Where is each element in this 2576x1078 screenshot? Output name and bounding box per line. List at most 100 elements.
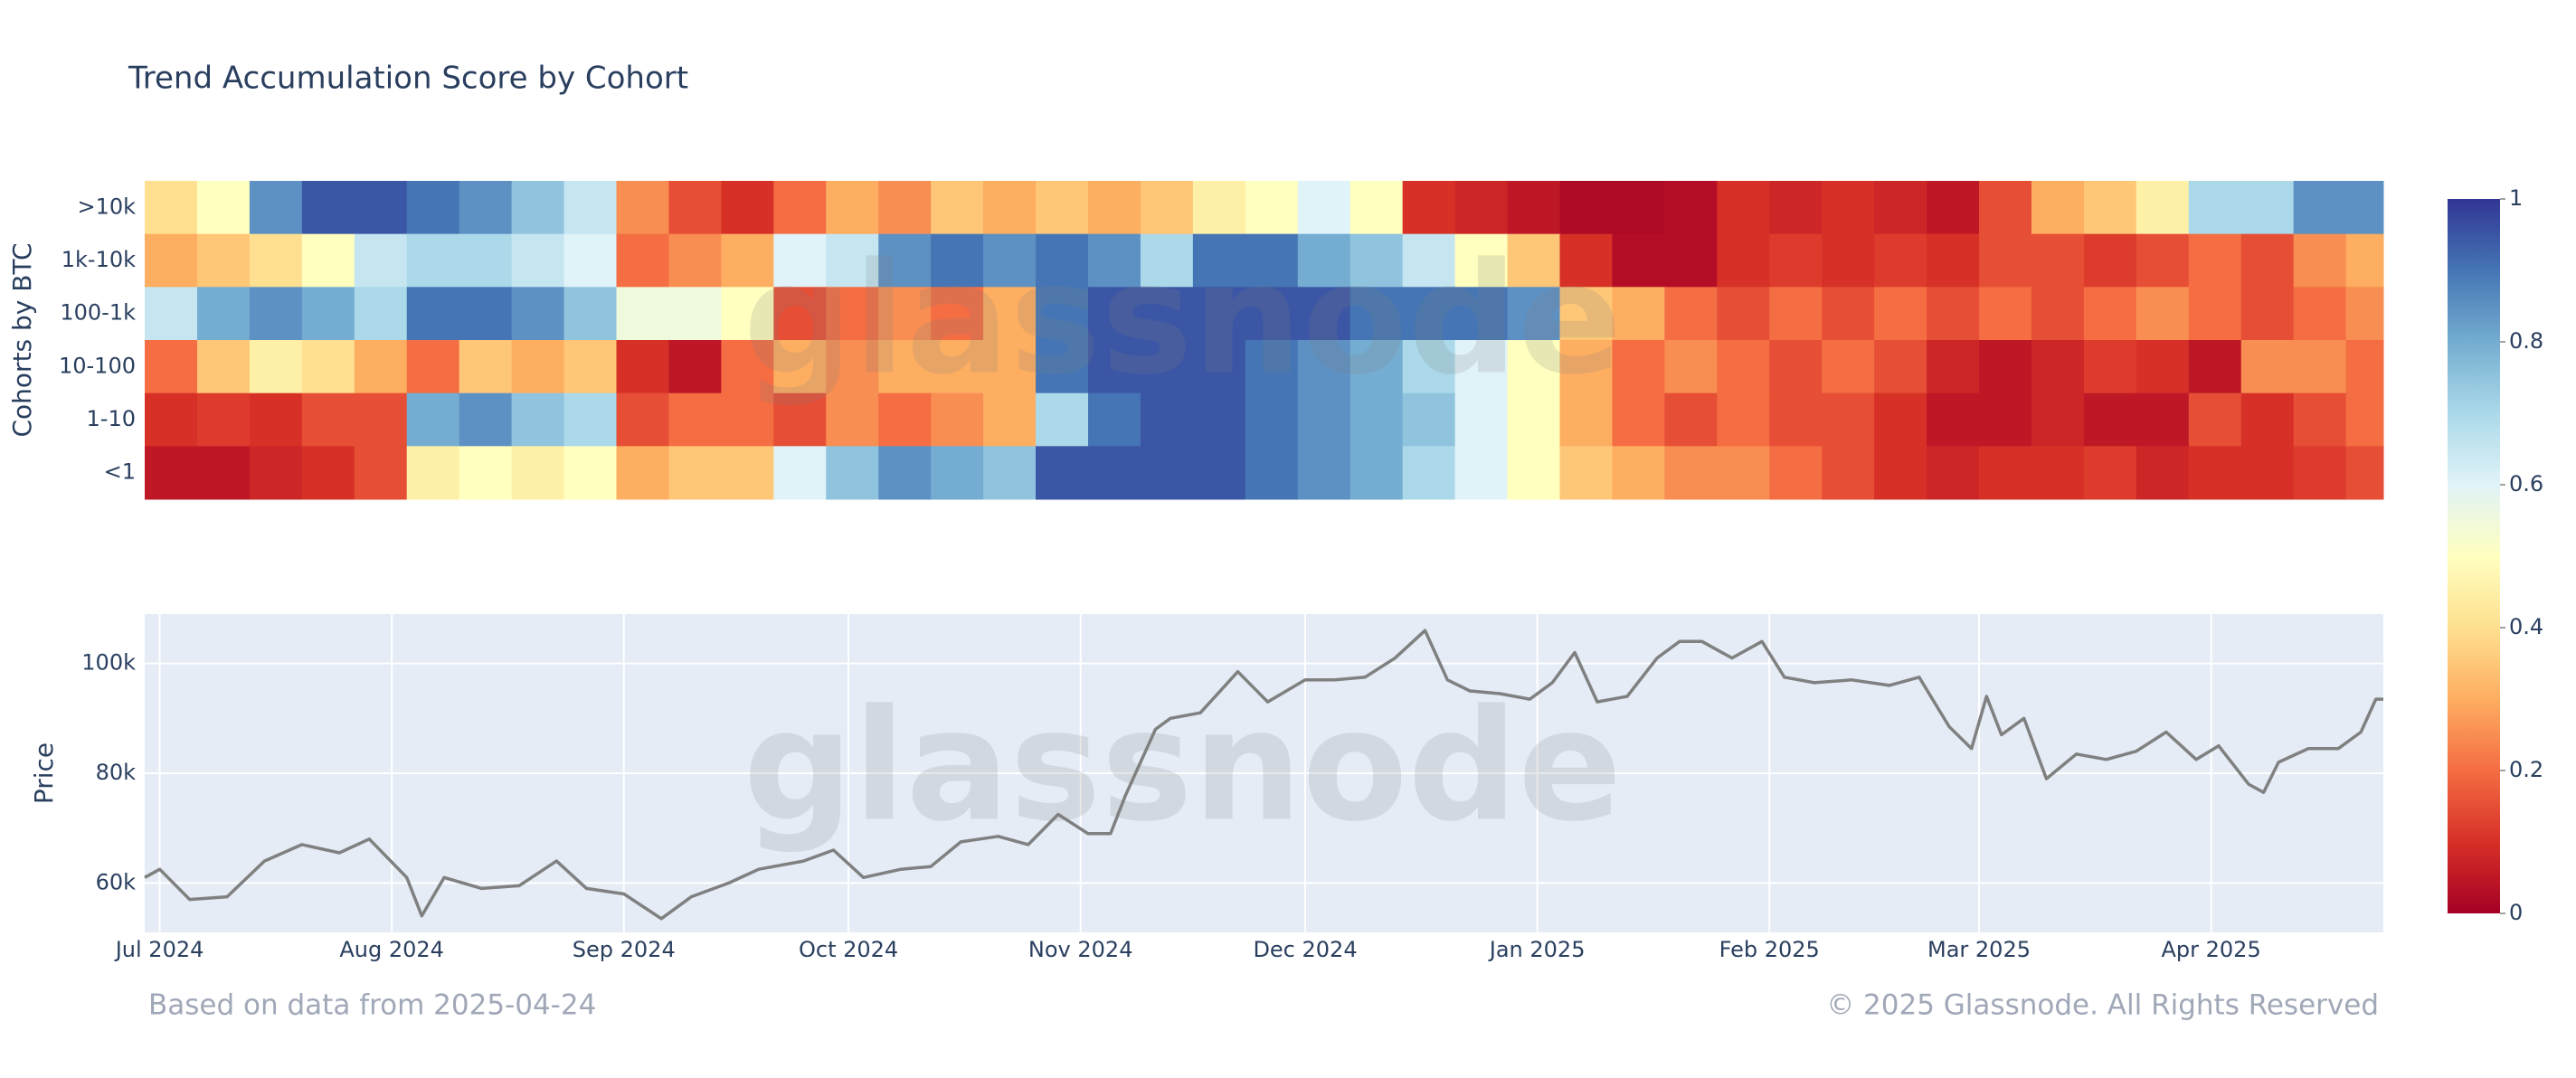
y-tick-label: 1k-10k <box>62 247 136 272</box>
heatmap-cell <box>1822 233 1875 288</box>
heatmap-cell <box>1769 392 1823 447</box>
heatmap-cell <box>1454 181 1509 235</box>
heatmap-cell <box>931 287 984 341</box>
heatmap-cell <box>145 233 198 288</box>
heatmap-cell <box>826 233 879 288</box>
heatmap-cell <box>1822 446 1875 500</box>
heatmap-cell <box>1402 392 1456 447</box>
heatmap-cell <box>931 446 984 500</box>
heatmap-cell <box>196 340 251 394</box>
heatmap-cell <box>1612 340 1665 394</box>
heatmap-cell <box>2345 446 2384 500</box>
heatmap-cell <box>1454 340 1509 394</box>
heatmap-cell <box>2188 287 2242 341</box>
heatmap-cell <box>1297 233 1351 288</box>
x-tick-label: Nov 2024 <box>1028 937 1133 962</box>
colorbar-tick-label: 1 <box>2509 185 2523 211</box>
heatmap-cell <box>511 287 565 341</box>
heatmap-cell <box>1036 446 1089 500</box>
heatmap-cell <box>1979 181 2032 235</box>
x-tick-label: Apr 2025 <box>2161 937 2260 962</box>
heatmap-cell <box>1454 287 1509 341</box>
heatmap-cell <box>616 287 669 341</box>
heatmap-cell <box>511 181 565 235</box>
colorbar-tick-label: 0.6 <box>2509 471 2543 496</box>
heatmap-cell <box>459 446 513 500</box>
heatmap-cell <box>564 287 617 341</box>
heatmap-cell <box>1664 392 1718 447</box>
heatmap-cell <box>406 340 460 394</box>
heatmap-cell <box>459 181 513 235</box>
heatmap-cell <box>354 340 408 394</box>
y-tick-label: 100-1k <box>60 300 136 326</box>
heatmap-cell <box>2136 287 2190 341</box>
heatmap-cell <box>1507 181 1560 235</box>
x-tick-label: Feb 2025 <box>1719 937 1820 962</box>
heatmap-cell <box>1717 181 1770 235</box>
colorbar-tick-label: 0.8 <box>2509 328 2543 354</box>
heatmap-cell <box>2345 181 2384 235</box>
heatmap-cell <box>2031 287 2085 341</box>
heatmap-cell <box>2188 233 2242 288</box>
heatmap-cell <box>1454 233 1509 288</box>
heatmap-cell <box>2240 446 2295 500</box>
colorbar <box>2448 199 2500 913</box>
heatmap-cell <box>1927 287 1980 341</box>
heatmap-cell <box>1507 287 1560 341</box>
heatmap-cell <box>1979 392 2032 447</box>
heatmap-cell <box>2136 181 2190 235</box>
heatmap-cell <box>2240 340 2295 394</box>
y-tick-label: 60k <box>96 869 137 894</box>
heatmap-cell <box>2240 392 2295 447</box>
heatmap-cell <box>1297 392 1351 447</box>
heatmap-cell <box>2083 392 2137 447</box>
chart-title: Trend Accumulation Score by Cohort <box>128 61 688 97</box>
heatmap-cell <box>145 446 198 500</box>
heatmap-cell <box>1979 287 2032 341</box>
heatmap-cell <box>564 392 617 447</box>
heatmap-cell <box>1402 446 1456 500</box>
heatmap-cell <box>1717 340 1770 394</box>
heatmap-cell <box>1245 392 1299 447</box>
heatmap-cell <box>721 181 774 235</box>
heatmap-cell <box>1350 340 1404 394</box>
heatmap-cell <box>1192 287 1246 341</box>
heatmap-cell <box>1036 392 1089 447</box>
heatmap-cell <box>983 392 1037 447</box>
heatmap-cell <box>1559 446 1613 500</box>
heatmap-cell <box>1717 287 1770 341</box>
heatmap-cell <box>721 340 774 394</box>
heatmap-cell <box>616 233 669 288</box>
heatmap-cell <box>983 181 1037 235</box>
heatmap-cell <box>773 340 827 394</box>
heatmap-cell <box>1192 181 1246 235</box>
y-tick-label: <1 <box>104 459 136 485</box>
heatmap-cell <box>2293 340 2347 394</box>
heatmap-cell <box>564 446 617 500</box>
heatmap-cell <box>354 392 408 447</box>
heatmap-cell <box>1245 340 1299 394</box>
heatmap-cell <box>249 233 303 288</box>
heatmap-cell <box>354 446 408 500</box>
heatmap-cell <box>878 392 932 447</box>
heatmap-cell <box>1822 181 1875 235</box>
heatmap-cell <box>2188 340 2242 394</box>
heatmap-cell <box>301 446 355 500</box>
heatmap-cell <box>1087 181 1141 235</box>
heatmap-cell <box>826 340 879 394</box>
y-tick-label: >10k <box>77 194 136 219</box>
heatmap-cell <box>931 392 984 447</box>
heatmap-cell <box>1245 181 1299 235</box>
heatmap-cell <box>145 287 198 341</box>
heatmap-cell <box>1192 233 1246 288</box>
heatmap-cell <box>2293 181 2347 235</box>
heatmap-cell <box>773 392 827 447</box>
heatmap-cell <box>1927 446 1980 500</box>
heatmap-cell <box>616 340 669 394</box>
heatmap-cell <box>878 181 932 235</box>
heatmap-cell <box>1822 287 1875 341</box>
heatmap-cell <box>1979 446 2032 500</box>
heatmap-cell <box>249 392 303 447</box>
heatmap-cell <box>196 287 251 341</box>
heatmap-cell <box>668 446 722 500</box>
